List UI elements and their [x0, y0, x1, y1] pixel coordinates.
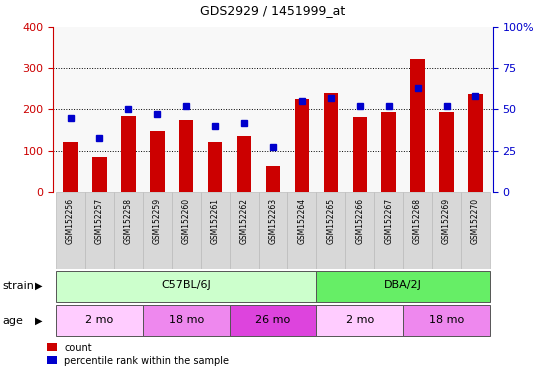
Text: 18 mo: 18 mo	[169, 315, 204, 325]
Text: GSM152259: GSM152259	[153, 198, 162, 244]
Text: GSM152258: GSM152258	[124, 198, 133, 244]
Bar	[461, 192, 490, 269]
Bar	[200, 192, 230, 269]
Text: GSM152269: GSM152269	[442, 198, 451, 244]
Bar	[56, 305, 143, 336]
Bar	[410, 59, 425, 192]
Bar	[468, 94, 483, 192]
Bar	[295, 99, 309, 192]
Bar	[353, 117, 367, 192]
Legend: count, percentile rank within the sample: count, percentile rank within the sample	[47, 343, 230, 366]
Text: age: age	[3, 316, 24, 326]
Bar	[56, 192, 85, 269]
Bar	[381, 111, 396, 192]
Text: GSM152266: GSM152266	[355, 198, 364, 244]
Text: GSM152264: GSM152264	[297, 198, 306, 244]
Text: GSM152263: GSM152263	[268, 198, 278, 244]
Bar	[266, 166, 280, 192]
Bar	[63, 142, 78, 192]
Bar	[287, 192, 316, 269]
Text: GSM152261: GSM152261	[211, 198, 220, 244]
Bar	[56, 271, 316, 302]
Text: DBA/2J: DBA/2J	[384, 280, 422, 290]
Bar	[85, 192, 114, 269]
Text: ▶: ▶	[35, 281, 43, 291]
Bar	[374, 192, 403, 269]
Bar	[403, 305, 490, 336]
Bar	[439, 113, 454, 192]
Text: 2 mo: 2 mo	[346, 315, 374, 325]
Bar	[150, 131, 165, 192]
Text: 26 mo: 26 mo	[255, 315, 291, 325]
Text: 2 mo: 2 mo	[85, 315, 114, 325]
Bar	[324, 93, 338, 192]
Text: GSM152262: GSM152262	[240, 198, 249, 244]
Text: strain: strain	[3, 281, 35, 291]
Text: C57BL/6J: C57BL/6J	[161, 280, 211, 290]
Text: GSM152256: GSM152256	[66, 198, 75, 244]
Bar	[92, 157, 107, 192]
Bar	[237, 136, 251, 192]
Bar	[172, 192, 200, 269]
Bar	[403, 192, 432, 269]
Text: GSM152265: GSM152265	[326, 198, 335, 244]
Bar	[230, 192, 259, 269]
Text: GSM152260: GSM152260	[182, 198, 191, 244]
Bar	[143, 192, 172, 269]
Bar	[143, 305, 230, 336]
Bar	[432, 192, 461, 269]
Bar	[316, 192, 346, 269]
Bar	[316, 271, 490, 302]
Text: 18 mo: 18 mo	[429, 315, 464, 325]
Text: GSM152257: GSM152257	[95, 198, 104, 244]
Text: GSM152268: GSM152268	[413, 198, 422, 244]
Bar	[316, 305, 403, 336]
Bar	[179, 120, 193, 192]
Bar	[230, 305, 316, 336]
Text: GDS2929 / 1451999_at: GDS2929 / 1451999_at	[200, 4, 346, 17]
Bar	[346, 192, 374, 269]
Text: GSM152270: GSM152270	[471, 198, 480, 244]
Bar	[121, 116, 136, 192]
Bar	[259, 192, 287, 269]
Text: ▶: ▶	[35, 316, 43, 326]
Bar	[208, 142, 222, 192]
Bar	[114, 192, 143, 269]
Text: GSM152267: GSM152267	[384, 198, 393, 244]
